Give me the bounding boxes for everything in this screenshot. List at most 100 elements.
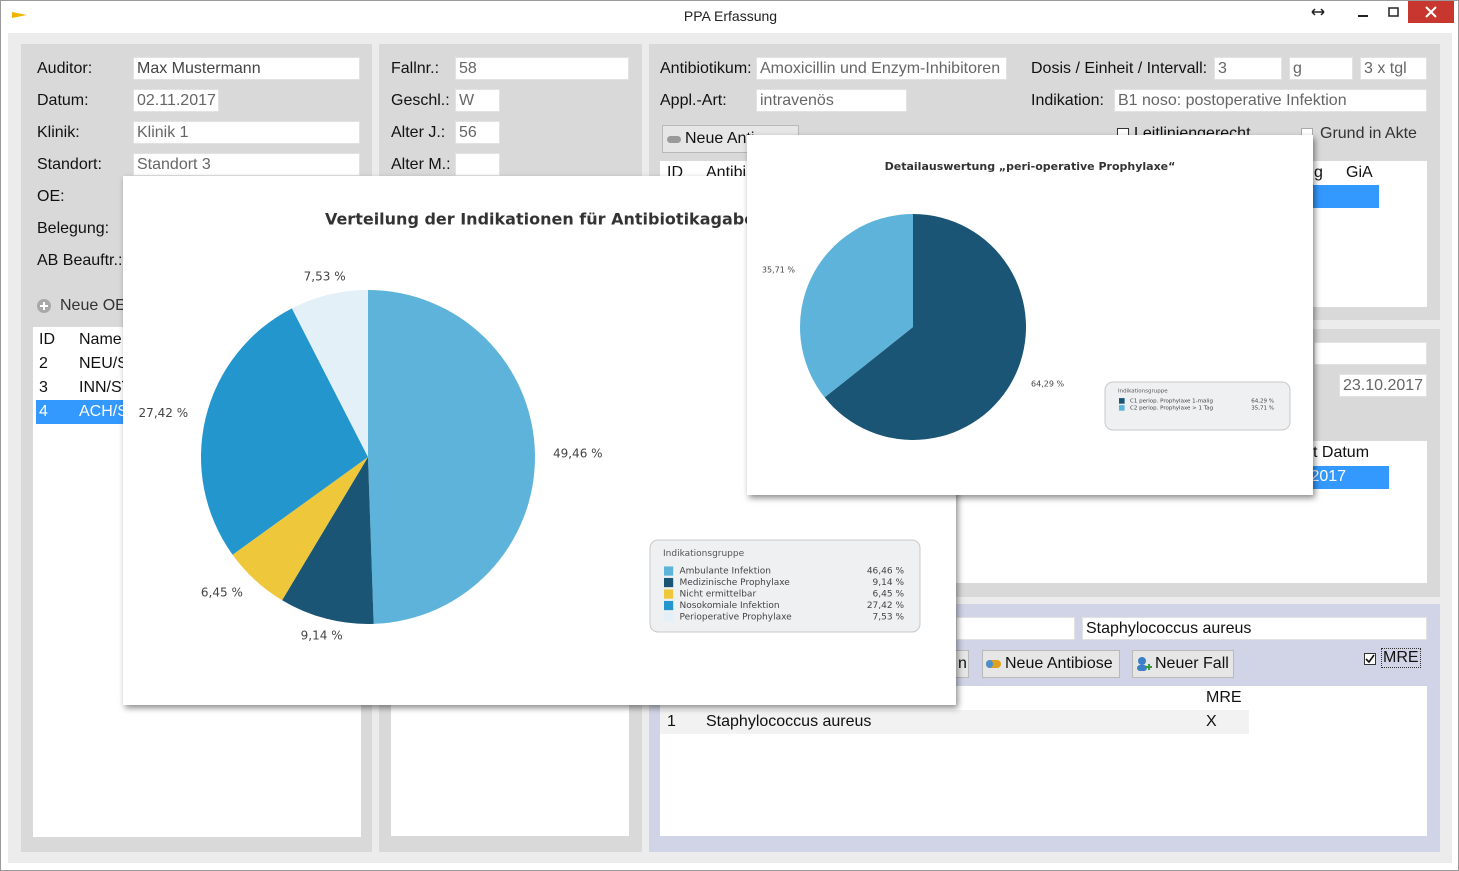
input[interactable]: intravenös: [756, 89, 907, 112]
add-icon: [37, 299, 51, 313]
label: Klinik:: [37, 124, 80, 141]
table-header: t Datum: [1313, 444, 1370, 461]
slice-label: 7,53 %: [304, 270, 346, 284]
row[interactable]: [660, 710, 1249, 734]
cell: 2: [39, 355, 48, 372]
input[interactable]: Staphylococcus aureus: [1082, 617, 1427, 640]
pill-icon: [667, 136, 681, 143]
legend-swatch: [664, 566, 674, 576]
label: Indikation:: [1031, 92, 1104, 109]
input[interactable]: 58: [455, 57, 629, 80]
input[interactable]: 02.11.2017: [133, 89, 219, 112]
input[interactable]: [1314, 342, 1427, 365]
legend-label: Ambulante Infektion: [680, 567, 772, 577]
slice-label: 9,14 %: [301, 629, 343, 643]
input[interactable]: Standort 3: [133, 153, 360, 176]
table-header: MRE: [1206, 689, 1242, 706]
pie-slice: [201, 308, 368, 555]
legend-value: 46,46 %: [867, 567, 905, 577]
pie-slice: [232, 457, 368, 601]
legend-label: Nosokomiale Infektion: [680, 601, 780, 611]
pie-slice: [291, 290, 368, 457]
button[interactable]: Neue OE: [60, 297, 126, 314]
legend-swatch: [664, 589, 674, 599]
cell: Staphylococcus aureus: [706, 713, 872, 730]
legend-swatch: [1119, 398, 1125, 404]
label: Belegung:: [37, 220, 110, 237]
legend-swatch: [664, 612, 674, 622]
slice-label: 27,42 %: [139, 406, 189, 420]
cell: ACH/S: [79, 403, 128, 420]
table-header: Name: [79, 331, 122, 348]
input[interactable]: Klinik 1: [133, 121, 360, 144]
legend-label: C1 periop. Prophylaxe 1-malig: [1130, 398, 1213, 404]
legend-label: C2 periop. Prophylaxe > 1 Tag: [1130, 405, 1213, 411]
chart-title: Detailauswertung „peri-operative Prophyl…: [885, 160, 1176, 173]
label: Standort:: [37, 156, 102, 173]
button[interactable]: Neuer Fall: [1132, 650, 1234, 678]
label: Fallnr.:: [391, 60, 440, 77]
table-header: ID: [39, 331, 55, 348]
input[interactable]: 3 x tgl: [1360, 57, 1427, 80]
input[interactable]: Amoxicillin und Enzym-Inhibitoren: [756, 57, 1007, 80]
label: Alter J.:: [391, 124, 446, 141]
slice-label: 35,71 %: [762, 266, 795, 275]
input[interactable]: [956, 617, 1075, 640]
label: AB Beauftr.:: [37, 252, 123, 269]
pie-slice: [824, 214, 1026, 440]
label: Auditor:: [37, 60, 93, 77]
chart-title: Verteilung der Indikationen für Antibiot…: [325, 210, 755, 229]
legend-value: 6,45 %: [873, 590, 905, 600]
legend-title: Indikationsgruppe: [1118, 389, 1168, 395]
pie-slice: [800, 214, 913, 398]
cell: 1: [667, 713, 676, 730]
selected-cell[interactable]: [1301, 466, 1389, 489]
input[interactable]: 23.10.2017: [1339, 374, 1427, 397]
label: Dosis / Einheit / Intervall:: [1031, 60, 1208, 77]
checkbox-label[interactable]: Grund in Akte: [1320, 125, 1417, 142]
input[interactable]: g: [1289, 57, 1353, 80]
label: Datum:: [37, 92, 89, 109]
selected-row[interactable]: [36, 400, 136, 424]
slice-label: 64,29 %: [1031, 379, 1064, 388]
selected-cell[interactable]: [1301, 185, 1379, 208]
table: [391, 701, 629, 836]
slice-label: 6,45 %: [201, 586, 243, 600]
input[interactable]: 56: [455, 121, 500, 144]
legend-value: 9,14 %: [873, 578, 905, 588]
pie-slice: [368, 290, 535, 624]
input[interactable]: B1 noso: postoperative Infektion: [1114, 89, 1427, 112]
app-icon: [12, 12, 27, 18]
cell: X: [1206, 713, 1217, 730]
label: OE:: [37, 188, 65, 205]
cell: NEU/S: [79, 355, 128, 372]
legend-value: 27,42 %: [867, 601, 905, 611]
table: [660, 686, 1427, 836]
window-title: PPA Erfassung: [683, 8, 778, 24]
input[interactable]: W: [455, 89, 500, 112]
cell: 4: [39, 403, 48, 420]
legend-value: 35,71 %: [1251, 405, 1274, 411]
cell: 3: [39, 379, 48, 396]
legend-swatch: [664, 600, 674, 611]
cell: INN/ST: [79, 379, 132, 396]
input[interactable]: Max Mustermann: [133, 57, 360, 80]
legend-label: Perioperative Prophylaxe: [680, 613, 793, 623]
input[interactable]: 3: [1214, 57, 1282, 80]
table-header: GiA: [1346, 164, 1373, 181]
cell: .2017: [1306, 468, 1347, 485]
slice-label: 49,46 %: [553, 446, 603, 460]
person-icon: [1137, 657, 1152, 671]
label: Antibiotikum:: [660, 60, 752, 77]
legend-label: Medizinische Prophylaxe: [680, 578, 791, 588]
window-controls[interactable]: [1301, 1, 1458, 27]
button[interactable]: Neue Antibiose: [982, 650, 1120, 678]
chart: Detailauswertung „peri-operative Prophyl…: [747, 135, 1313, 495]
label: Geschl.:: [391, 92, 450, 109]
legend-value: 7,53 %: [873, 613, 905, 623]
legend-value: 64,29 %: [1251, 398, 1274, 404]
pill-icon: [986, 660, 1001, 668]
legend-label: Nicht ermittelbar: [680, 590, 757, 600]
input[interactable]: [455, 153, 500, 176]
checkbox-label[interactable]: MRE: [1381, 648, 1421, 668]
